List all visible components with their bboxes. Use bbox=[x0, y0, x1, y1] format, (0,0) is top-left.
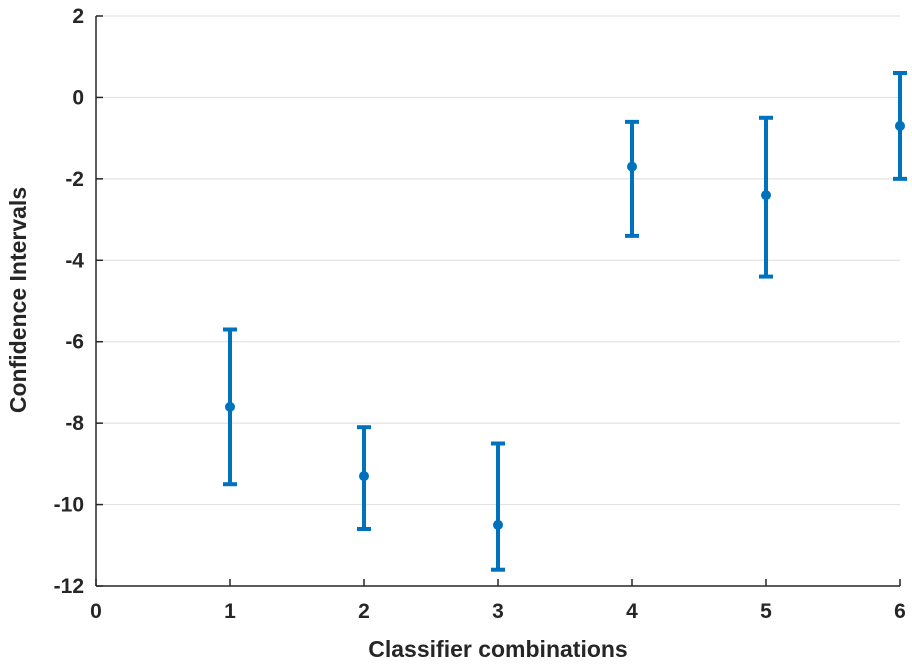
x-tick-label: 3 bbox=[492, 600, 504, 623]
y-tick-label: 0 bbox=[72, 86, 84, 109]
axes bbox=[95, 15, 901, 587]
data-marks bbox=[223, 71, 907, 572]
errorbar-marker bbox=[493, 519, 503, 530]
y-tick-label: -12 bbox=[54, 575, 84, 598]
y-tick-label: -4 bbox=[65, 249, 84, 272]
errorbar-marker bbox=[359, 471, 369, 482]
x-axis-title: Classifier combinations bbox=[368, 636, 627, 662]
y-axis-title: Confidence Intervals bbox=[5, 187, 31, 413]
errorbar-marker bbox=[627, 161, 637, 172]
errorbar-marker bbox=[225, 401, 235, 412]
errorbar-marker bbox=[761, 190, 771, 201]
errorbar-marker bbox=[895, 120, 905, 131]
x-tick-label: 1 bbox=[224, 600, 236, 623]
x-tick-label: 4 bbox=[626, 600, 638, 623]
y-tick-label: -2 bbox=[65, 168, 84, 191]
y-tick-label: -6 bbox=[65, 331, 84, 354]
errorbar-point bbox=[223, 327, 237, 487]
errorbar-point bbox=[759, 115, 773, 279]
errorbar-point bbox=[491, 441, 505, 572]
x-tick-label: 0 bbox=[90, 600, 102, 623]
y-tick-label: -10 bbox=[54, 494, 84, 517]
x-tick-label: 2 bbox=[358, 600, 370, 623]
x-tick-label: 6 bbox=[894, 600, 906, 623]
y-tick-label: -8 bbox=[65, 412, 84, 435]
x-tick-label: 5 bbox=[760, 600, 772, 623]
errorbar-point bbox=[625, 119, 639, 238]
tick-labels: 2 0 -2 -4 -6 -8 -10 -12 0 1 2 3 4 5 6 bbox=[54, 5, 906, 623]
grid-lines bbox=[96, 15, 900, 506]
y-tick-label: 2 bbox=[72, 5, 84, 28]
errorbar-point bbox=[893, 71, 907, 181]
errorbar-point bbox=[357, 425, 371, 531]
